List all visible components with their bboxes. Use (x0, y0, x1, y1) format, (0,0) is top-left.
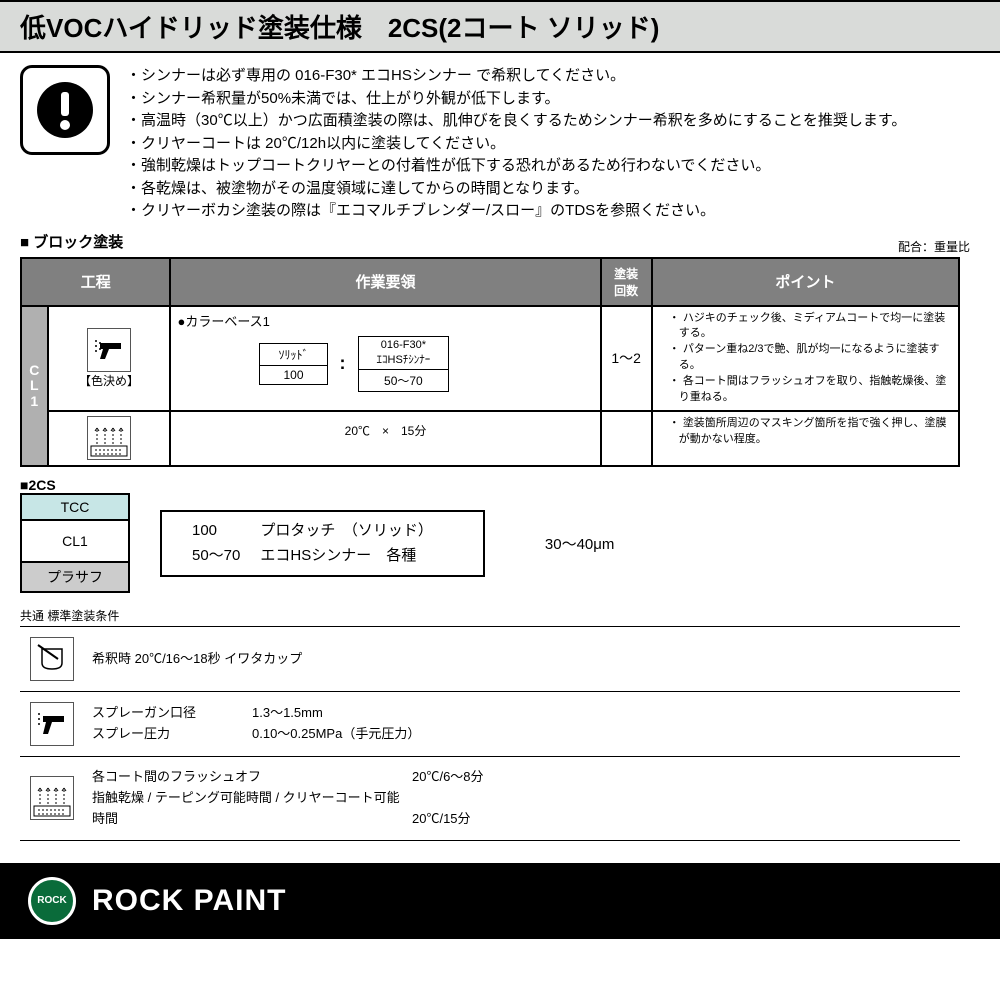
dry-cell: 20℃ × 15分 (170, 411, 600, 466)
point-item: 塗装箇所周辺のマスキング箇所を指で強く押し、塗膜が動かない程度。 (669, 416, 952, 448)
cond-pressure-val: 0.10～0.25MPa（手元圧力） (252, 726, 420, 741)
notes-list: シンナーは必ず専用の 016-F30* エコHSシンナー で希釈してください。 … (126, 65, 906, 223)
brand-name: ROCK PAINT (92, 884, 286, 918)
two-cs-heading: ■2CS (0, 467, 1000, 493)
th-process: 工程 (21, 258, 170, 306)
note-item: クリヤーボカシ塗装の際は『エコマルチブレンダー/スロー』のTDSを参照ください。 (126, 200, 906, 223)
point-item: パターン重ね2/3で艶、肌が均一になるように塗装する。 (669, 342, 952, 374)
layer-stack: TCC CL1 プラサフ (20, 493, 130, 593)
page-title: 低VOCハイドリッド塗装仕様 2CS(2コート ソリッド) (0, 0, 1000, 53)
cond-gun-val: 1.3～1.5mm (252, 705, 323, 720)
mix-box-a: ｿﾘｯﾄﾞ 100 (259, 343, 327, 385)
ratio-note: 配合：重量比 (0, 238, 1000, 255)
conditions-table: 希釈時 20℃/16～18秒 イワタカップ スプレーガン口径1.3～1.5mm … (20, 626, 960, 840)
film-thickness: 30～40μm (485, 533, 615, 554)
cond-touch-val: 20℃/15分 (412, 811, 471, 826)
cond-pressure-label: スプレー圧力 (92, 724, 252, 745)
coat-box: 100プロタッチ （ソリッド） 50～70エコHSシンナー 各種 (160, 510, 485, 577)
note-item: 各乾燥は、被塗物がその温度領域に達してからの時間となります。 (126, 178, 906, 201)
warning-icon (20, 65, 110, 155)
cond-touch-label: 指触乾燥 / テーピング可能時間 / クリヤーコート可能時間 (92, 788, 412, 830)
point-cell: ハジキのチェック後、ミディアムコートで均一に塗装する。 パターン重ね2/3で艶、… (652, 306, 959, 412)
dry-icon-cell (48, 411, 171, 466)
point-item: ハジキのチェック後、ミディアムコートで均一に塗装する。 (669, 311, 952, 343)
count-empty (601, 411, 652, 466)
conditions-heading: 共通 標準塗装条件 (0, 593, 1000, 626)
spray-gun-icon (87, 328, 131, 372)
note-item: シンナーは必ず専用の 016-F30* エコHSシンナー で希釈してください。 (126, 65, 906, 88)
note-item: シンナー希釈量が50%未満では、仕上がり外観が低下します。 (126, 88, 906, 111)
mix-box-b: 016-F30* ｴｺHSﾁｼﾝﾅｰ 50～70 (358, 336, 450, 392)
count-cell: 1～2 (601, 306, 652, 412)
note-item: 強制乾燥はトップコートクリヤーとの付着性が低下する恐れがあるため行わないでくださ… (126, 155, 906, 178)
cup-icon (30, 637, 74, 681)
stack-primer: プラサフ (22, 563, 128, 591)
cond-flash-val: 20℃/6～8分 (412, 769, 484, 784)
stack-cl1: CL1 (22, 521, 128, 563)
process-cell: 【色決め】 (48, 306, 171, 412)
th-work: 作業要領 (170, 258, 600, 306)
brand-logo-icon: ROCK (28, 877, 76, 925)
dry-pattern-icon (87, 416, 131, 460)
process-table: 工程 作業要領 塗装 回数 ポイント CL1 【色決め】 ●カラーベース1 ｿﾘ… (20, 257, 960, 468)
footer: ROCK ROCK PAINT (0, 863, 1000, 939)
note-item: 高温時（30℃以上）かつ広面積塗装の際は、肌伸びを良くするためシンナー希釈を多め… (126, 110, 906, 133)
stack-tcc: TCC (22, 495, 128, 521)
row-label: CL1 (21, 306, 48, 467)
cond-gun-label: スプレーガン口径 (92, 703, 252, 724)
work-lead: ●カラーベース1 (177, 311, 593, 330)
dry-pattern-icon (30, 776, 74, 820)
point-item: 各コート間はフラッシュオフを取り、指触乾燥後、塗り重ねる。 (669, 374, 952, 406)
th-count: 塗装 回数 (601, 258, 652, 306)
spray-gun-icon (30, 702, 74, 746)
note-item: クリヤーコートは 20℃/12h以内に塗装してください。 (126, 133, 906, 156)
th-point: ポイント (652, 258, 959, 306)
mix-colon: : (340, 353, 346, 374)
process-label: 【色決め】 (79, 374, 139, 388)
work-cell: ●カラーベース1 ｿﾘｯﾄﾞ 100 : 016-F30* ｴｺHSﾁｼﾝﾅｰ … (170, 306, 600, 412)
point-cell-2: 塗装箇所周辺のマスキング箇所を指で強く押し、塗膜が動かない程度。 (652, 411, 959, 466)
cond-dilution: 希釈時 20℃/16～18秒 イワタカップ (92, 649, 952, 670)
cond-flash-label: 各コート間のフラッシュオフ (92, 767, 412, 788)
